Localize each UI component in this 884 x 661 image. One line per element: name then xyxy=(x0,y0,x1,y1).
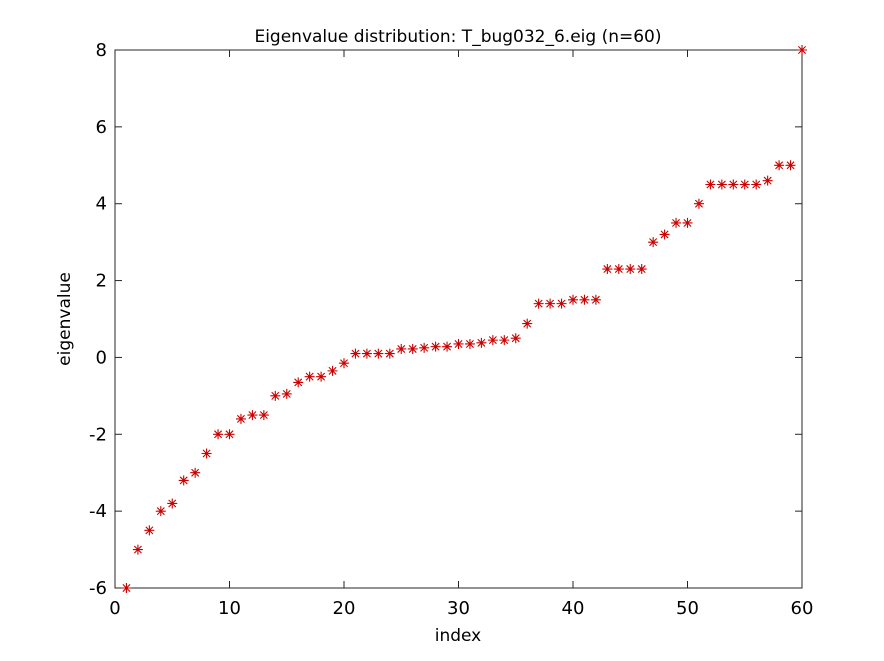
data-point xyxy=(201,448,212,459)
data-point xyxy=(453,338,464,349)
data-point xyxy=(522,318,533,329)
x-tick-label: 40 xyxy=(562,598,585,619)
data-point xyxy=(464,338,475,349)
data-point xyxy=(751,179,762,190)
data-point xyxy=(293,377,304,388)
data-point xyxy=(327,365,338,376)
data-point xyxy=(739,179,750,190)
y-tick-label: -2 xyxy=(89,424,107,445)
data-point xyxy=(671,217,682,228)
data-point xyxy=(579,294,590,305)
data-point xyxy=(442,341,453,352)
data-point xyxy=(797,45,807,55)
data-point xyxy=(613,264,624,275)
data-point xyxy=(682,217,693,228)
y-tick-label: 6 xyxy=(96,117,107,138)
x-tick-label: 60 xyxy=(791,598,814,619)
data-point xyxy=(396,343,407,354)
data-point xyxy=(533,298,544,309)
data-point xyxy=(430,341,441,352)
data-point xyxy=(155,506,166,517)
x-tick-label: 10 xyxy=(218,598,241,619)
data-point xyxy=(545,298,556,309)
data-markers xyxy=(121,45,807,593)
data-point xyxy=(304,371,315,382)
data-point xyxy=(167,498,178,509)
data-point xyxy=(258,410,269,421)
data-point xyxy=(762,175,773,186)
data-point xyxy=(178,475,189,486)
data-point xyxy=(361,348,372,359)
data-point xyxy=(316,371,327,382)
x-axis-label: index xyxy=(435,626,482,646)
y-axis-label: eigenvalue xyxy=(55,272,75,366)
data-point xyxy=(407,343,418,354)
data-point xyxy=(270,390,281,401)
data-point xyxy=(487,335,498,346)
y-tick-label: -4 xyxy=(89,501,107,522)
data-point xyxy=(247,410,258,421)
x-tick-label: 0 xyxy=(109,598,120,619)
x-tick-label: 20 xyxy=(333,598,356,619)
data-point xyxy=(556,298,567,309)
data-point xyxy=(132,544,143,555)
data-point xyxy=(224,429,235,440)
data-point xyxy=(419,342,430,353)
y-tick-label: 4 xyxy=(96,194,107,215)
data-point xyxy=(121,583,132,593)
data-point xyxy=(648,237,659,248)
data-point xyxy=(728,179,739,190)
data-point xyxy=(510,333,521,344)
data-point xyxy=(235,413,246,424)
data-point xyxy=(716,179,727,190)
data-point xyxy=(602,264,613,275)
data-point xyxy=(281,388,292,399)
y-tick-label: 0 xyxy=(96,347,107,368)
data-point xyxy=(373,348,384,359)
x-tick-label: 50 xyxy=(676,598,699,619)
tick-labels: 0 10 20 30 40 50 60 -6 -4 -2 0 2 4 6 8 xyxy=(89,40,813,619)
data-point xyxy=(774,160,785,171)
y-tick-label: -6 xyxy=(89,578,107,599)
data-point xyxy=(384,348,395,359)
data-point xyxy=(476,337,487,348)
data-point xyxy=(693,198,704,209)
data-point xyxy=(785,160,796,171)
axis-ticks xyxy=(114,49,803,589)
data-point xyxy=(350,348,361,359)
x-tick-label: 30 xyxy=(447,598,470,619)
data-point xyxy=(705,179,716,190)
data-point xyxy=(636,264,647,275)
data-point xyxy=(339,358,349,369)
chart-title: Eigenvalue distribution: T_bug032_6.eig … xyxy=(254,27,661,47)
data-point xyxy=(499,335,510,346)
data-point xyxy=(659,229,670,240)
data-point xyxy=(568,294,578,305)
y-tick-label: 2 xyxy=(96,271,107,292)
data-point xyxy=(625,264,636,275)
data-point xyxy=(590,294,601,305)
data-point xyxy=(190,467,201,478)
data-point xyxy=(213,429,224,440)
plot-area xyxy=(114,49,803,589)
data-point xyxy=(144,525,155,536)
y-tick-label: 8 xyxy=(96,40,107,61)
